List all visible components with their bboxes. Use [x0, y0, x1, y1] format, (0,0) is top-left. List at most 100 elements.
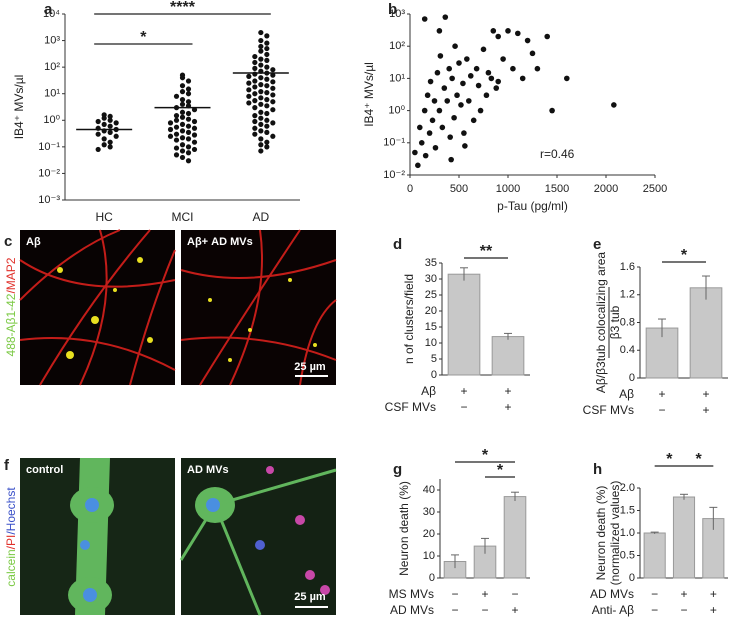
significance-label: *	[681, 247, 688, 264]
y-tick-label: 10²	[389, 40, 405, 52]
x-tick-label: MCI	[172, 210, 194, 224]
punctum	[228, 358, 232, 362]
panel-letter: c	[4, 233, 12, 250]
y-tick-label: 10⁻¹	[38, 141, 60, 153]
dot	[252, 105, 258, 111]
condition-sign: −	[451, 603, 458, 617]
punctum	[91, 316, 99, 324]
dot	[258, 48, 264, 54]
dot	[246, 87, 252, 93]
neurite	[180, 336, 337, 361]
dot	[95, 118, 101, 125]
y-tick-label: 0.8	[620, 316, 635, 328]
dot	[258, 43, 264, 50]
dot	[252, 125, 258, 131]
y-tick-label: 10³	[44, 34, 60, 46]
x-tick-label: HC	[95, 210, 113, 224]
dot	[264, 33, 270, 39]
dot	[270, 133, 276, 139]
dot	[185, 86, 192, 92]
significance-label: ****	[170, 0, 196, 16]
dot	[500, 56, 506, 62]
condition-sign: −	[460, 400, 467, 414]
dot	[179, 101, 186, 107]
neurite	[179, 468, 337, 616]
dot	[264, 83, 270, 89]
y-tick-label: 20	[423, 528, 435, 540]
dot	[95, 146, 101, 153]
x-tick-label: AD	[252, 210, 269, 224]
image-label: Aβ	[26, 236, 41, 248]
condition-sign: +	[702, 403, 709, 417]
significance-label: *	[482, 447, 489, 464]
significance-label: **	[480, 243, 493, 260]
condition-sign: −	[451, 587, 458, 601]
dot	[467, 73, 474, 79]
punctum	[57, 267, 63, 273]
dot	[173, 113, 180, 119]
y-axis-label: Neuron death (%)	[594, 486, 608, 581]
dot	[246, 73, 252, 79]
dot	[185, 150, 192, 156]
neurite	[79, 229, 108, 386]
dot	[179, 148, 186, 154]
image-label: Aβ+ AD MVs	[187, 236, 253, 248]
condition-sign: −	[651, 587, 658, 601]
x-tick-label: 2500	[643, 183, 667, 195]
dot	[101, 115, 107, 121]
condition-label: CSF MVs	[583, 403, 634, 417]
y-tick-label: 0.5	[620, 549, 635, 561]
condition-sign: −	[680, 603, 687, 617]
condition-sign: −	[511, 587, 518, 601]
condition-sign: +	[504, 400, 511, 414]
y-tick-label: 10²	[44, 61, 60, 73]
dot	[252, 98, 258, 104]
dot	[107, 117, 113, 123]
dot	[185, 116, 192, 122]
dot	[264, 117, 270, 123]
condition-sign: +	[680, 587, 687, 601]
dot	[264, 40, 270, 46]
dot	[505, 28, 511, 34]
neurite	[129, 249, 176, 386]
y-axis-label: n of clusters/field	[402, 274, 416, 364]
y-tick-label: 10⁻¹	[383, 137, 405, 149]
condition-sign: +	[504, 384, 511, 398]
punctum	[66, 351, 74, 359]
dot	[246, 100, 252, 106]
dot	[101, 136, 107, 142]
dot	[179, 114, 186, 120]
image-panel-f: f calcein/PI/Hoechst control AD MVs 25 µ…	[4, 457, 337, 616]
dot	[529, 50, 536, 57]
dot	[264, 123, 270, 129]
dot	[437, 53, 444, 59]
dot	[490, 28, 497, 34]
y-tick-label: 15	[425, 321, 437, 333]
condition-sign: +	[702, 387, 709, 401]
dot	[107, 129, 113, 136]
dot	[258, 37, 264, 44]
image-label: control	[26, 464, 63, 476]
dot	[107, 144, 113, 150]
neurite	[199, 229, 301, 386]
dot	[258, 101, 264, 107]
y-tick-label: 10⁻²	[38, 167, 60, 179]
y-tick-label: 10⁰	[388, 105, 405, 117]
dot	[246, 80, 252, 86]
condition-label: MS MVs	[389, 587, 434, 601]
neurite	[19, 229, 121, 301]
dot	[185, 158, 192, 164]
dot	[436, 107, 443, 114]
dot	[258, 121, 264, 128]
dot	[179, 135, 186, 141]
dot	[493, 85, 500, 91]
dot	[264, 90, 270, 96]
y-axis-label: IB4⁺ MVs/µl	[12, 75, 26, 140]
neurites	[19, 229, 337, 386]
y-tick-label: 1.2	[620, 289, 635, 301]
punctum	[137, 257, 143, 263]
dot	[173, 145, 180, 151]
dot	[466, 98, 472, 104]
